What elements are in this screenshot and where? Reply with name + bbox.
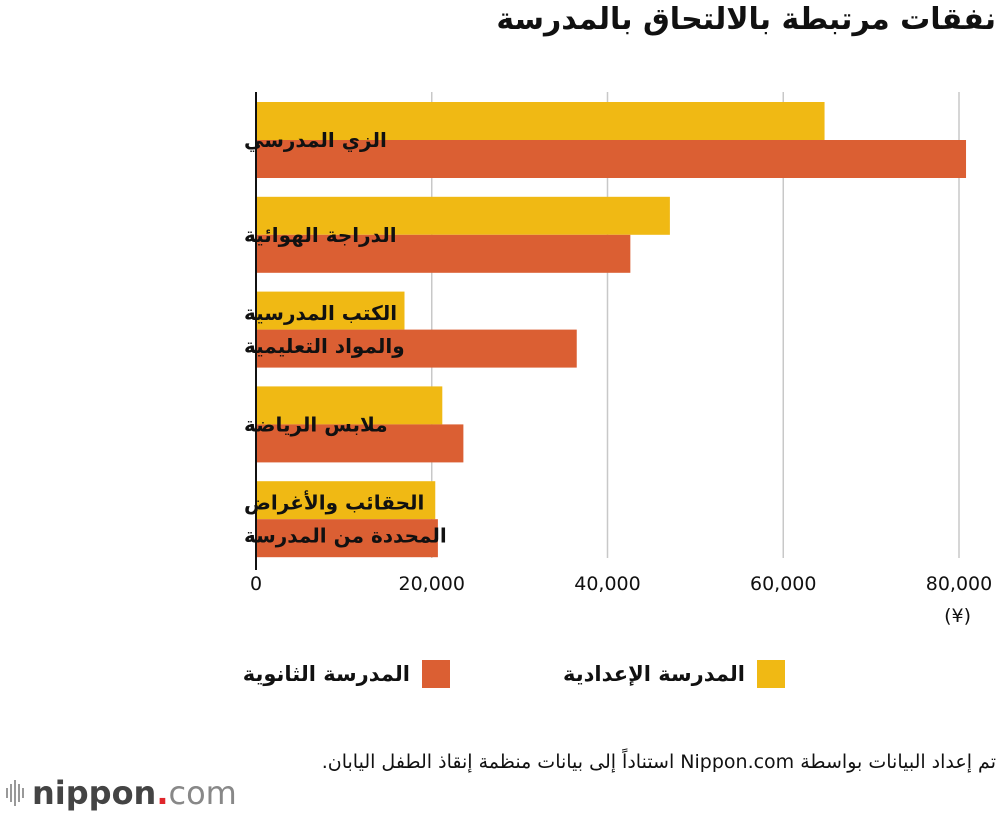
legend-item-middle-school: المدرسة الإعدادية [563,660,785,688]
bar-middle-school [256,481,436,520]
legend-item-high-school: المدرسة الثانوية [243,660,450,688]
bar-high-school [256,424,464,463]
bar-middle-school [256,291,405,330]
soundwave-icon [6,780,24,806]
x-tick-label: 80,000 [926,573,992,595]
x-unit-label: (¥) [944,605,971,627]
category-label: الكتب المدرسية [244,301,397,325]
category-label: الحقائب والأغراض [244,490,424,515]
nippon-logo: nippon. com [6,774,237,812]
bar-middle-school [256,196,670,235]
bar-middle-school [256,102,825,140]
x-tick-label: 40,000 [574,573,640,595]
bar-chart: 0 20,000 40,000 60,000 80,000 (¥) الزي المدرسي… [244,92,992,627]
x-tick-label: 60,000 [750,573,816,595]
legend-swatch [422,660,450,688]
x-tick-label: 0 [250,573,262,595]
category-label: الدراجة الهوائية [244,223,397,247]
bar-high-school [256,519,438,558]
bar-middle-school [256,386,443,425]
category-label: ملابس الرياضة [244,412,388,436]
source-note: تم إعداد البيانات بواسطة Nippon.com استن… [321,751,996,773]
x-tick-label: 20,000 [399,573,465,595]
chart-title: نفقات مرتبطة بالالتحاق بالمدرسة [496,2,996,37]
category-label: والمواد التعليمية [244,334,405,358]
category-label: الزي المدرسي [244,128,387,153]
bar-high-school [256,140,967,178]
bar-high-school [256,329,577,368]
legend-label: المدرسة الإعدادية [563,662,745,686]
category-label: المحددة من المدرسة [244,524,447,548]
legend-swatch [757,660,785,688]
legend-label: المدرسة الثانوية [242,662,410,686]
bar-high-school [256,234,631,273]
